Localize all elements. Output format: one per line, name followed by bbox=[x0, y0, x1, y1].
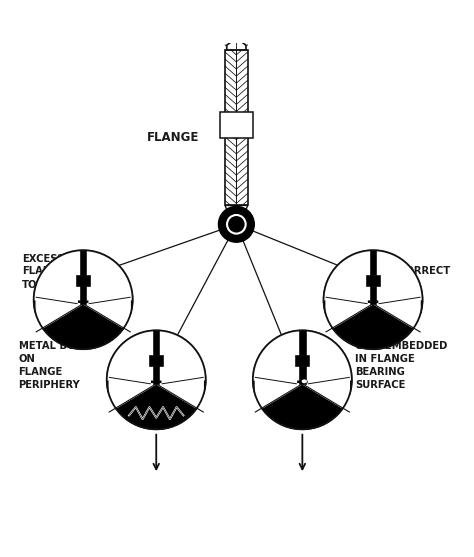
Circle shape bbox=[219, 207, 254, 242]
Circle shape bbox=[324, 250, 422, 349]
Circle shape bbox=[253, 330, 352, 429]
Polygon shape bbox=[36, 297, 83, 332]
Polygon shape bbox=[295, 355, 309, 366]
Text: METAL BURR
ON
FLANGE
PERIPHERY: METAL BURR ON FLANGE PERIPHERY bbox=[18, 341, 90, 390]
Polygon shape bbox=[299, 330, 306, 384]
Polygon shape bbox=[34, 250, 133, 300]
Polygon shape bbox=[302, 377, 349, 412]
Polygon shape bbox=[373, 297, 420, 332]
Circle shape bbox=[34, 250, 133, 349]
Polygon shape bbox=[109, 377, 156, 412]
Text: CORRECT: CORRECT bbox=[399, 266, 451, 276]
Polygon shape bbox=[80, 250, 86, 304]
Polygon shape bbox=[116, 523, 197, 555]
Polygon shape bbox=[253, 330, 352, 380]
Polygon shape bbox=[370, 250, 376, 304]
Polygon shape bbox=[76, 275, 90, 286]
Polygon shape bbox=[225, 50, 248, 206]
Text: EXCESSIVE
FLANGE
TORQUE: EXCESSIVE FLANGE TORQUE bbox=[22, 253, 82, 289]
Polygon shape bbox=[220, 111, 253, 138]
Polygon shape bbox=[83, 297, 130, 332]
Polygon shape bbox=[227, 38, 246, 50]
Polygon shape bbox=[255, 377, 302, 412]
Text: GRIT EMBEDDED
IN FLANGE
BEARING
SURFACE: GRIT EMBEDDED IN FLANGE BEARING SURFACE bbox=[355, 341, 447, 390]
Circle shape bbox=[227, 215, 246, 233]
Polygon shape bbox=[107, 330, 206, 380]
Text: FLANGE: FLANGE bbox=[146, 130, 199, 144]
Polygon shape bbox=[153, 330, 159, 384]
Circle shape bbox=[107, 330, 206, 429]
Polygon shape bbox=[262, 523, 343, 555]
Polygon shape bbox=[156, 377, 203, 412]
Ellipse shape bbox=[302, 541, 321, 554]
Polygon shape bbox=[366, 275, 380, 286]
Polygon shape bbox=[324, 250, 422, 300]
Ellipse shape bbox=[302, 380, 306, 383]
Polygon shape bbox=[149, 355, 163, 366]
Polygon shape bbox=[326, 297, 373, 332]
Polygon shape bbox=[225, 206, 248, 219]
